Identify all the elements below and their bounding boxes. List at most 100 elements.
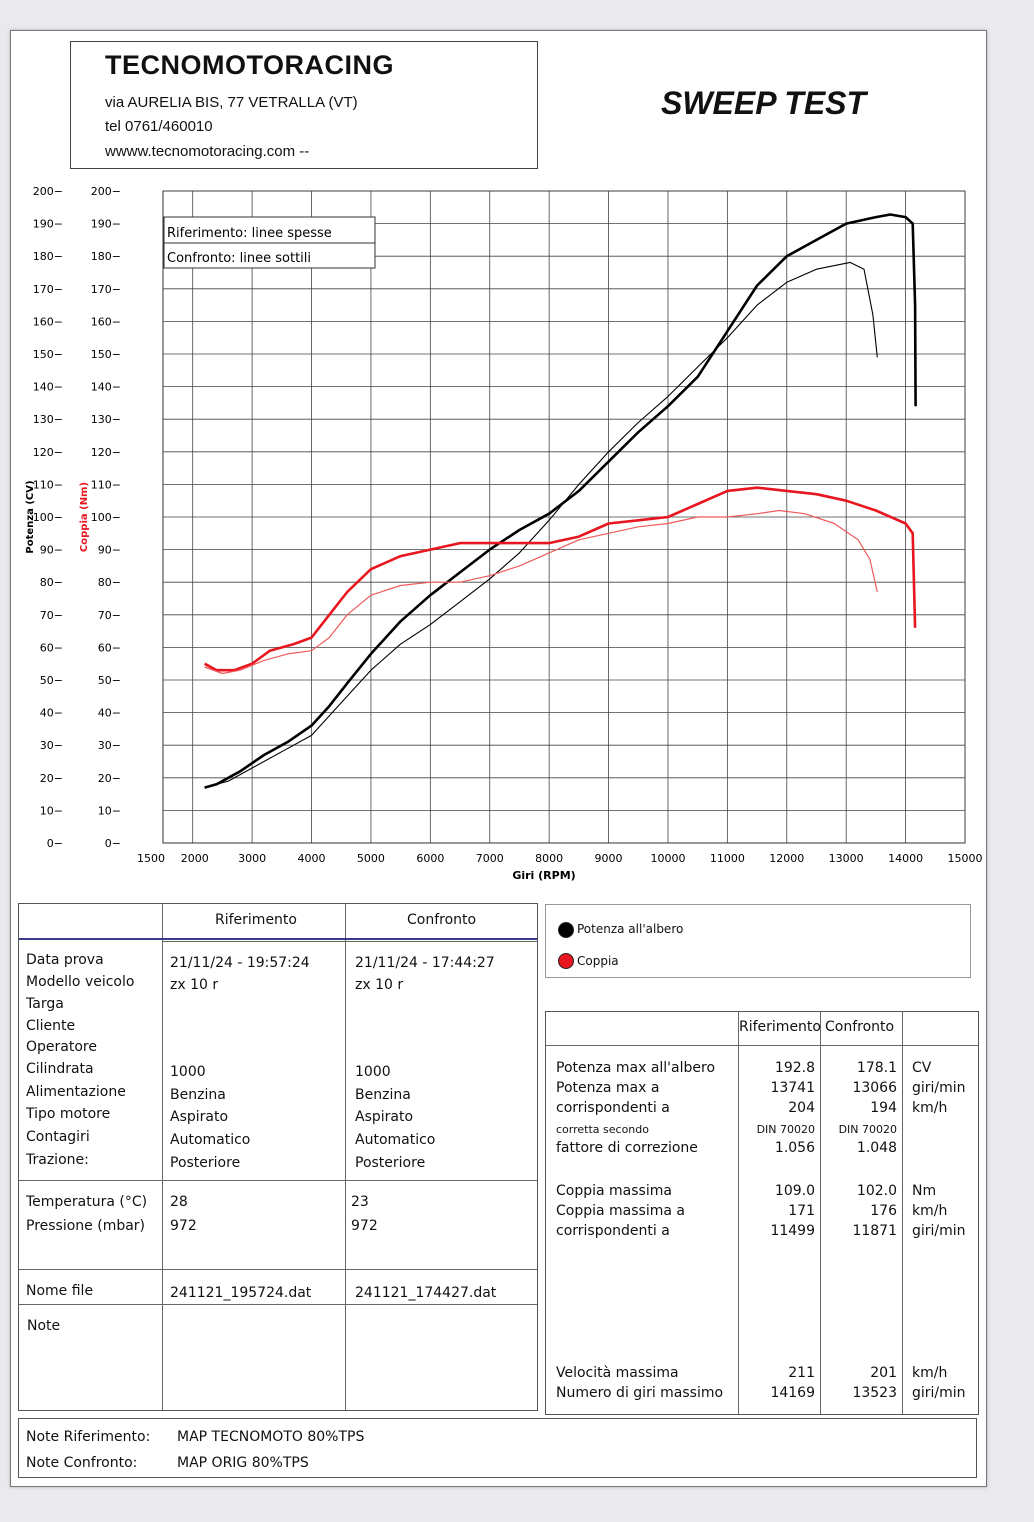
info-row-label: Cliente bbox=[26, 1018, 76, 1034]
result-label: Coppia massima bbox=[556, 1183, 672, 1199]
result-ref: 211 bbox=[788, 1365, 815, 1381]
info-row-label: Modello veicolo bbox=[26, 974, 135, 990]
y-tick-label-power: 60− bbox=[40, 641, 63, 654]
result-label: corretta secondo bbox=[556, 1123, 649, 1136]
info-row-ref: Benzina bbox=[170, 1087, 226, 1103]
curve-legend: Potenza all'albero Coppia bbox=[545, 904, 971, 978]
company-header: TECNOMOTORACING via AURELIA BIS, 77 VETR… bbox=[70, 41, 538, 169]
result-cmp: 201 bbox=[870, 1365, 897, 1381]
info-row-ref: Aspirato bbox=[170, 1109, 229, 1125]
result-ref: 14169 bbox=[770, 1385, 815, 1401]
x-tick-label: 1500 bbox=[137, 852, 165, 865]
env-row-cmp: 23 bbox=[351, 1194, 369, 1210]
y-tick-label-power: 30− bbox=[40, 739, 63, 752]
power-legend-icon bbox=[558, 922, 574, 938]
company-address: via AURELIA BIS, 77 VETRALLA (VT) bbox=[105, 94, 358, 111]
note-ref-value: MAP TECNOMOTO 80%TPS bbox=[177, 1429, 365, 1445]
y-tick-label-torque: 90− bbox=[98, 544, 121, 557]
note-label: Note bbox=[27, 1318, 61, 1334]
result-cmp: DIN 70020 bbox=[838, 1123, 897, 1136]
y-tick-label-power: 50− bbox=[40, 674, 63, 687]
y-tick-label-torque: 30− bbox=[98, 739, 121, 752]
info-row-label: Targa bbox=[26, 996, 64, 1012]
result-label: Velocità massima bbox=[556, 1365, 679, 1381]
y-tick-label-torque: 40− bbox=[98, 707, 121, 720]
result-cmp: 13066 bbox=[852, 1080, 897, 1096]
info-header-ref: Riferimento bbox=[215, 912, 297, 928]
y-tick-label-power: 0− bbox=[47, 837, 63, 850]
info-row-cmp: zx 10 r bbox=[355, 977, 404, 993]
result-unit: CV bbox=[912, 1060, 932, 1076]
legend-entry-thick: Riferimento: linee spesse bbox=[167, 226, 332, 241]
result-ref: 1.056 bbox=[774, 1140, 815, 1156]
y-tick-label-power: 180− bbox=[33, 250, 63, 263]
y-tick-label-torque: 20− bbox=[98, 772, 121, 785]
torque-comparison-curve bbox=[204, 509, 878, 675]
company-phone: tel 0761/460010 bbox=[105, 118, 213, 135]
y-tick-label-power: 120− bbox=[33, 446, 63, 459]
info-row-cmp: Posteriore bbox=[355, 1155, 426, 1171]
y-axis-label-torque: Coppia (Nm) bbox=[79, 482, 90, 552]
env-row-ref: 972 bbox=[170, 1218, 197, 1234]
info-row-cmp: 21/11/24 - 17:44:27 bbox=[355, 955, 495, 971]
x-axis-label: Giri (RPM) bbox=[512, 869, 575, 882]
x-tick-label: 15000 bbox=[948, 852, 983, 865]
info-row-cmp: Aspirato bbox=[355, 1109, 414, 1125]
y-axis-label-power: Potenza (CV) bbox=[25, 480, 36, 553]
result-cmp: 178.1 bbox=[856, 1060, 897, 1076]
y-tick-label-torque: 10− bbox=[98, 804, 121, 817]
result-unit: km/h bbox=[912, 1203, 948, 1219]
y-tick-label-power: 110− bbox=[33, 478, 63, 491]
y-tick-label-power: 40− bbox=[40, 707, 63, 720]
result-unit: km/h bbox=[912, 1100, 948, 1116]
y-tick-label-power: 200− bbox=[33, 185, 63, 198]
info-row-label: Trazione: bbox=[26, 1152, 89, 1168]
power-reference-curve bbox=[204, 213, 917, 789]
x-tick-label: 4000 bbox=[298, 852, 326, 865]
y-tick-label-power: 170− bbox=[33, 283, 63, 296]
torque-legend-label: Coppia bbox=[577, 954, 619, 968]
torque-reference-curve bbox=[203, 486, 917, 672]
results-header-ref: Riferimento bbox=[739, 1019, 821, 1035]
result-cmp: 13523 bbox=[852, 1385, 897, 1401]
env-row-label: Temperatura (°C) bbox=[26, 1194, 148, 1210]
y-tick-label-power: 190− bbox=[33, 218, 63, 231]
note-ref-label: Note Riferimento: bbox=[26, 1429, 151, 1445]
info-row-label: Cilindrata bbox=[26, 1061, 94, 1077]
info-row-cmp: Benzina bbox=[355, 1087, 411, 1103]
x-tick-label: 2000 bbox=[181, 852, 209, 865]
y-tick-label-power: 80− bbox=[40, 576, 63, 589]
y-tick-label-torque: 110− bbox=[91, 478, 121, 491]
result-cmp: 102.0 bbox=[856, 1183, 897, 1199]
info-row-ref: Posteriore bbox=[170, 1155, 241, 1171]
power-legend-label: Potenza all'albero bbox=[577, 922, 684, 936]
y-tick-label-torque: 170− bbox=[91, 283, 121, 296]
y-tick-label-torque: 140− bbox=[91, 381, 121, 394]
x-tick-label: 11000 bbox=[710, 852, 745, 865]
y-tick-label-power: 70− bbox=[40, 609, 63, 622]
note-cmp-label: Note Confronto: bbox=[26, 1455, 138, 1471]
company-name: TECNOMOTORACING bbox=[105, 50, 394, 80]
x-tick-label: 3000 bbox=[238, 852, 266, 865]
result-label: Coppia massima a bbox=[556, 1203, 685, 1219]
result-label: corrispondenti a bbox=[556, 1223, 670, 1239]
y-tick-label-torque: 100− bbox=[91, 511, 121, 524]
info-header-cmp: Confronto bbox=[407, 912, 477, 928]
result-label: corrispondenti a bbox=[556, 1100, 670, 1116]
results-table: Riferimento Confronto Potenza max all'al… bbox=[545, 1011, 979, 1415]
y-tick-label-torque: 50− bbox=[98, 674, 121, 687]
y-tick-label-torque: 200− bbox=[91, 185, 121, 198]
y-tick-label-power: 90− bbox=[40, 544, 63, 557]
info-row-label: Operatore bbox=[26, 1039, 97, 1055]
y-tick-label-torque: 70− bbox=[98, 609, 121, 622]
y-tick-label-power: 130− bbox=[33, 413, 63, 426]
result-ref: 11499 bbox=[770, 1223, 815, 1239]
info-row-label: Data prova bbox=[26, 952, 104, 968]
result-cmp: 1.048 bbox=[856, 1140, 897, 1156]
result-unit: Nm bbox=[912, 1183, 937, 1199]
result-label: Potenza max all'albero bbox=[556, 1060, 716, 1076]
info-row-ref: 21/11/24 - 19:57:24 bbox=[170, 955, 310, 971]
x-tick-label: 7000 bbox=[476, 852, 504, 865]
report-sheet: TECNOMOTORACING via AURELIA BIS, 77 VETR… bbox=[10, 30, 987, 1487]
info-row-cmp: 1000 bbox=[355, 1064, 391, 1080]
